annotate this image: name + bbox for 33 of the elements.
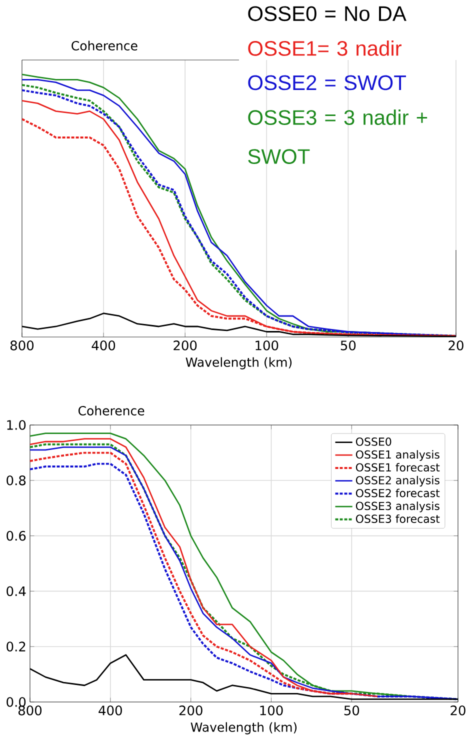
text: OSSE0 = No DA	[248, 6, 406, 22]
x-tick-label: 20	[448, 340, 464, 350]
x-tick-label: 100	[260, 706, 283, 716]
text: OSSE2 = SWOT	[248, 75, 406, 90]
x-tick-label: 200	[174, 340, 197, 350]
legend-label: OSSE3 forecast	[356, 514, 440, 523]
y-tick-label: 0.4	[6, 586, 26, 596]
y-tick-label: 0.0	[6, 697, 26, 707]
x-tick-label: 400	[92, 340, 115, 350]
chart-title: Coherence	[72, 40, 138, 50]
x-tick-label: 400	[98, 706, 122, 716]
y-tick-label: 0.6	[6, 530, 26, 541]
legend-label: OSSE1 forecast	[356, 463, 440, 472]
text: OSSE3 = 3 nadir + SWOT	[248, 110, 427, 164]
x-tick-label: 800	[10, 340, 34, 350]
x-tick-label: 800	[18, 706, 42, 716]
x-tick-label: 20	[450, 706, 466, 716]
legend-label: OSSE0	[356, 438, 392, 446]
x-tick-label: 50	[344, 706, 359, 716]
legend-label: OSSE1 analysis	[356, 450, 440, 461]
x-axis-title: Wavelength (km)	[186, 357, 292, 370]
x-tick-label: 100	[256, 340, 278, 350]
text: OSSE1= 3 nadir	[248, 40, 402, 56]
legend-label: OSSE2 analysis	[356, 476, 440, 487]
y-tick-label: 1.0	[7, 420, 26, 430]
x-axis-title: Wavelength (km)	[190, 722, 296, 734]
legend-label: OSSE2 forecast	[356, 488, 440, 498]
x-tick-label: 200	[179, 706, 202, 716]
y-tick-label: 0.2	[6, 642, 26, 652]
chart-title: Coherence	[78, 406, 144, 416]
y-tick-label: 0.8	[6, 475, 26, 486]
x-tick-label: 50	[340, 340, 356, 350]
legend-label: OSSE3 analysis	[356, 502, 440, 512]
